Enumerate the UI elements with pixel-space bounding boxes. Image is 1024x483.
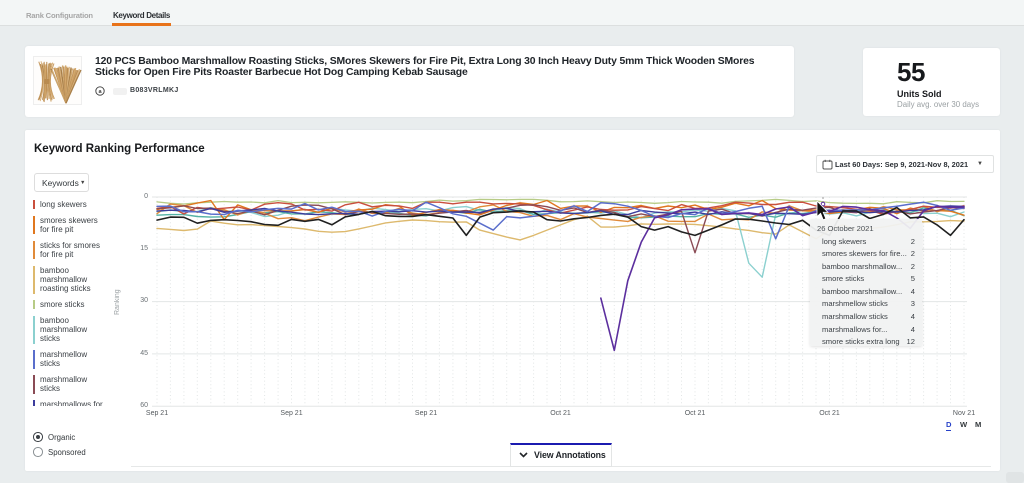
svg-text:a: a [98, 89, 102, 95]
